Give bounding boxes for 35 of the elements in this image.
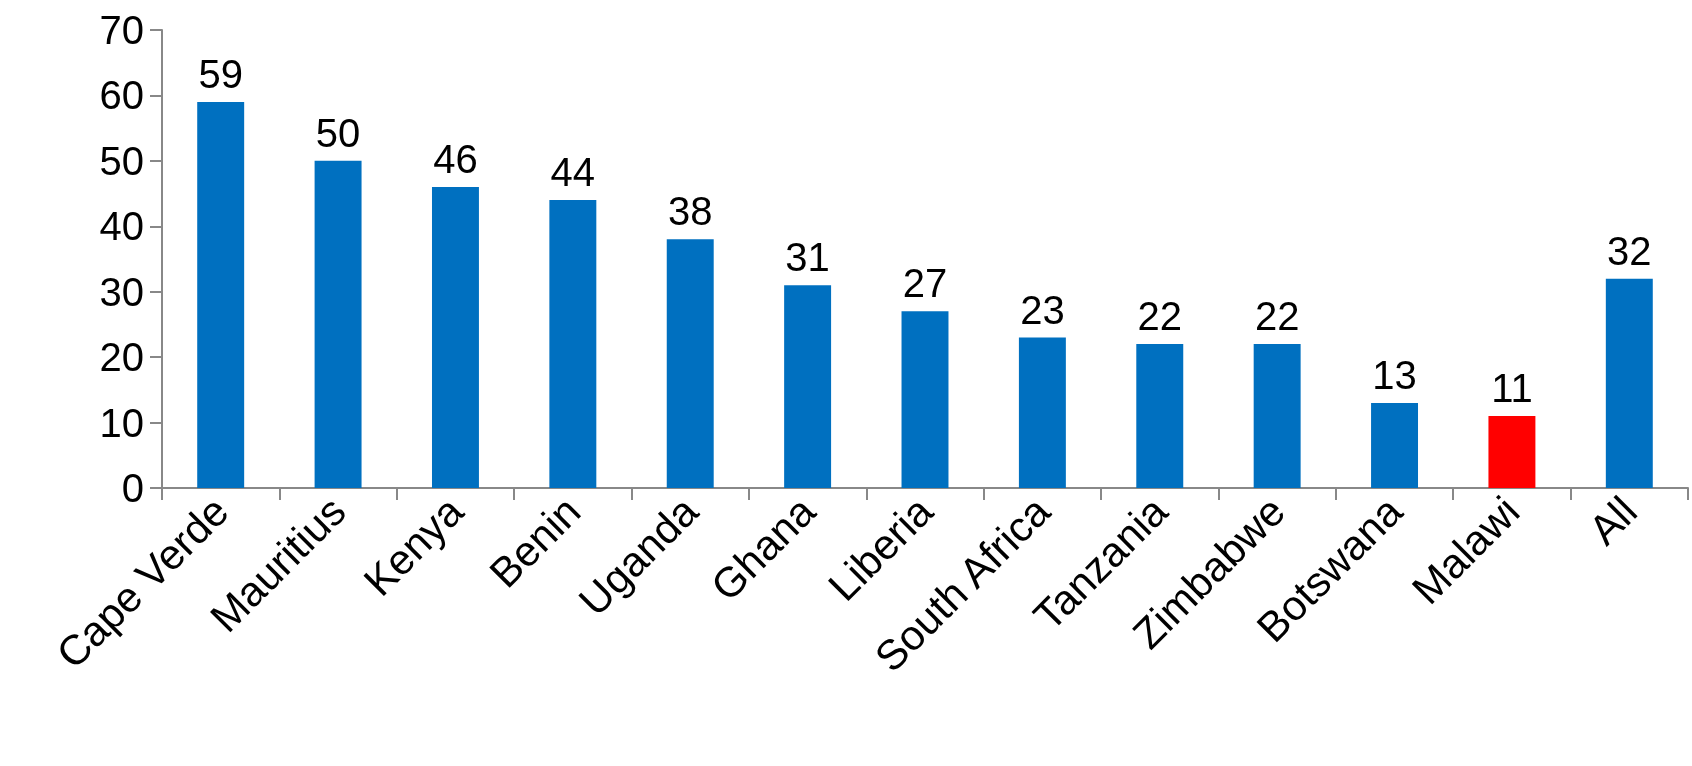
y-tick-label: 60 — [99, 73, 144, 118]
y-tick-label: 10 — [99, 400, 144, 445]
bar — [666, 239, 714, 488]
data-label: 32 — [1607, 228, 1652, 273]
data-label: 23 — [1020, 287, 1065, 332]
y-tick-label: 20 — [99, 335, 144, 380]
data-label: 50 — [315, 110, 361, 155]
bar — [901, 311, 949, 488]
bar — [549, 200, 597, 488]
data-label: 38 — [667, 189, 713, 234]
bar — [1488, 416, 1536, 488]
bar — [431, 187, 479, 488]
bar — [1371, 402, 1419, 488]
data-label: 22 — [1137, 294, 1183, 339]
bar — [1136, 344, 1184, 488]
y-tick-label: 0 — [121, 466, 144, 510]
data-label: 13 — [1372, 352, 1417, 397]
bar — [1253, 344, 1301, 488]
bar — [1018, 337, 1066, 488]
y-tick-label: 30 — [99, 269, 144, 314]
y-tick-label: 40 — [99, 204, 144, 249]
data-label: 11 — [1491, 366, 1533, 411]
data-label: 44 — [550, 150, 596, 195]
bar — [1605, 278, 1653, 488]
bar — [784, 285, 832, 488]
data-label: 59 — [198, 51, 243, 96]
y-tick-label: 50 — [99, 138, 144, 183]
data-label: 46 — [433, 137, 478, 182]
bar — [314, 160, 362, 488]
data-label: 31 — [785, 235, 830, 280]
bar — [197, 101, 245, 488]
y-tick-label: 70 — [99, 8, 144, 52]
data-label: 22 — [1254, 294, 1300, 339]
x-tick-label: All — [1579, 487, 1646, 554]
data-label: 27 — [902, 261, 948, 306]
